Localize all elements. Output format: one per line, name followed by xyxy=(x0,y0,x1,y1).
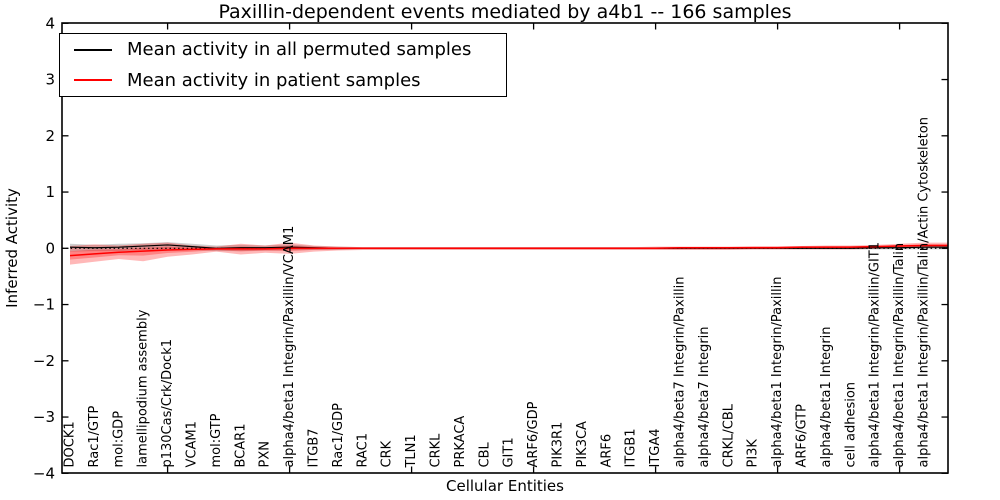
x-category-label: alpha4/beta1 Integrin/Paxillin xyxy=(770,276,785,467)
legend-line-red-icon xyxy=(74,79,112,82)
x-axis-label: Cellular Entities xyxy=(446,477,564,495)
x-category-label: TLN1 xyxy=(404,434,419,468)
legend-label: Mean activity in all permuted samples xyxy=(127,39,472,61)
legend: Mean activity in all permuted samples Me… xyxy=(59,33,507,97)
x-category-label: CBL xyxy=(477,442,492,468)
x-category-label: Rac1/GDP xyxy=(331,403,346,468)
x-category-label: ARF6/GTP xyxy=(795,404,810,468)
x-category-label: p130Cas/Crk/Dock1 xyxy=(160,339,175,468)
patient-band-outer xyxy=(70,242,948,265)
y-tick-label: −3 xyxy=(33,408,55,426)
legend-item: Mean activity in all permuted samples xyxy=(60,35,506,64)
x-category-label: ARF6/GDP xyxy=(526,401,541,467)
legend-label: Mean activity in patient samples xyxy=(127,69,421,91)
x-category-label: RAC1 xyxy=(355,433,370,468)
x-category-label: cell adhesion xyxy=(843,382,858,468)
legend-item: Mean activity in patient samples xyxy=(60,66,506,95)
x-category-label: DOCK1 xyxy=(63,421,78,467)
y-tick-label: 0 xyxy=(45,239,55,257)
x-category-label: GIT1 xyxy=(502,437,517,467)
x-category-label: mol:GDP xyxy=(111,411,126,468)
y-tick-label: 4 xyxy=(45,14,55,32)
y-tick-label: 3 xyxy=(45,71,55,89)
x-category-label: ITGB7 xyxy=(307,428,322,467)
x-category-label: ARF6 xyxy=(599,434,614,468)
y-axis-label: Inferred Activity xyxy=(3,188,21,308)
x-category-label: PRKACA xyxy=(453,416,468,468)
y-tick-label: −4 xyxy=(33,464,55,482)
x-category-label: BCAR1 xyxy=(233,424,248,468)
x-category-label: PI3K xyxy=(746,439,761,468)
y-tick-label: 2 xyxy=(45,127,55,145)
x-category-label: CRK xyxy=(380,440,395,467)
y-tick-label: −2 xyxy=(33,352,55,370)
x-category-label: PIK3R1 xyxy=(551,422,566,468)
x-category-label: mol:GTP xyxy=(209,413,224,467)
x-category-label: Rac1/GTP xyxy=(87,405,102,467)
x-category-label: alpha4/beta1 Integrin xyxy=(819,326,834,467)
x-category-label: PXN xyxy=(258,441,273,467)
x-category-label: alpha4/beta1 Integrin/Paxillin/VCAM1 xyxy=(282,226,297,468)
x-category-label: alpha4/beta7 Integrin/Paxillin xyxy=(673,276,688,467)
y-tick-label: 1 xyxy=(45,183,55,201)
x-category-label: ITGA4 xyxy=(648,428,663,467)
y-tick-label: −1 xyxy=(33,296,55,314)
x-category-label: CRKL/CBL xyxy=(721,403,736,467)
chart-title: Paxillin-dependent events mediated by a4… xyxy=(218,1,792,23)
x-category-label: alpha4/beta7 Integrin xyxy=(697,326,712,467)
x-category-label: alpha4/beta1 Integrin/Paxillin/Talin xyxy=(892,243,907,468)
x-category-label: ITGB1 xyxy=(624,428,639,467)
x-category-label: alpha4/beta1 Integrin/Paxillin/GIT1 xyxy=(868,242,883,468)
x-category-label: CRKL xyxy=(429,433,444,468)
x-category-label: PIK3CA xyxy=(575,421,590,468)
x-category-label: alpha4/beta1 Integrin/Paxillin/Talin/Act… xyxy=(917,117,932,467)
permuted-band xyxy=(70,242,948,252)
x-category-label: VCAM1 xyxy=(185,421,200,467)
patient-mean-line xyxy=(69,244,948,257)
legend-line-black-icon xyxy=(74,48,112,51)
x-category-label: lamellipodium assembly xyxy=(136,309,151,467)
